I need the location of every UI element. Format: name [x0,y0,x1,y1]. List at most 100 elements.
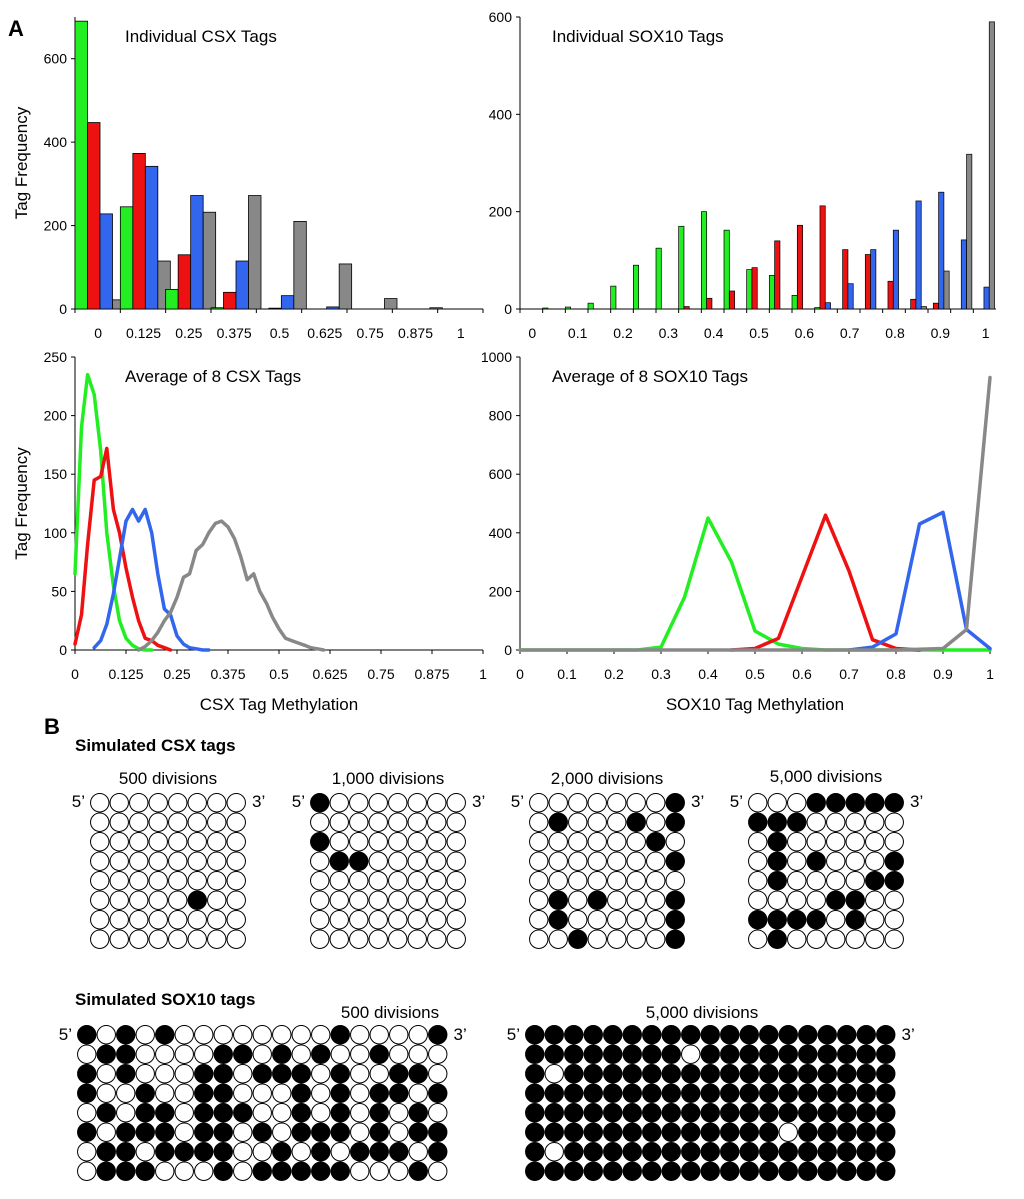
methylated-site [700,1064,720,1084]
unmethylated-site [148,890,168,910]
bar [864,254,871,310]
methylated-site [291,1161,311,1181]
methylated-site [116,1025,136,1045]
unmethylated-site [607,812,627,832]
methylated-site [622,1083,642,1103]
methylated-site [525,1103,545,1123]
unmethylated-site [646,910,666,930]
methylated-site [428,1122,448,1142]
series-line [518,375,992,652]
unmethylated-site [207,910,227,930]
five-prime-label: 5’ [292,792,305,811]
methylated-site [665,812,685,832]
unmethylated-site [787,793,807,813]
bar [144,165,159,310]
methylated-site [622,1044,642,1064]
unmethylated-site [168,793,188,813]
methylated-site [720,1025,740,1045]
unmethylated-site [529,910,549,930]
methylated-site [330,1161,350,1181]
unmethylated-site [252,1103,272,1123]
methylated-site [720,1122,740,1142]
unmethylated-site [748,890,768,910]
x-tick-label: 0.3 [651,666,671,682]
unmethylated-site [272,1083,292,1103]
unmethylated-site [90,910,110,930]
methylated-site [116,1142,136,1162]
unmethylated-site [135,1044,155,1064]
unmethylated-site [408,1142,428,1162]
unmethylated-site [96,1064,116,1084]
unmethylated-site [544,1142,564,1162]
y-tick-label: 600 [44,51,68,67]
x-tick-label: 0.25 [175,325,202,341]
unmethylated-site [96,1025,116,1045]
unmethylated-site [129,793,149,813]
unmethylated-site [787,929,807,949]
methylated-site [798,1083,818,1103]
methylated-site [826,890,846,910]
unmethylated-site [388,812,408,832]
methylated-site [330,1064,350,1084]
methylated-site [759,1142,779,1162]
unmethylated-site [607,871,627,891]
methylated-site [330,1083,350,1103]
unmethylated-site [109,793,129,813]
unmethylated-site [129,812,149,832]
methylated-site [213,1142,233,1162]
methylated-site [661,1142,681,1162]
unmethylated-site [865,910,885,930]
unmethylated-site [272,1025,292,1045]
methylated-site [96,1044,116,1064]
methylated-site [408,1161,428,1181]
x-tick-label: 0.5 [749,325,769,341]
methylated-site [837,1161,857,1181]
unmethylated-site [389,1025,409,1045]
bar [910,298,917,310]
methylated-site [778,1044,798,1064]
methylated-site [837,1044,857,1064]
x-tick-label: 0.5 [745,666,765,682]
methylated-site [739,1142,759,1162]
methylated-site [622,1122,642,1142]
unmethylated-site [168,871,188,891]
unmethylated-site [310,890,330,910]
unmethylated-site [884,832,904,852]
methylated-site [252,1122,272,1142]
methylated-site [583,1122,603,1142]
simulated-sox10-title: Simulated SOX10 tags [75,990,255,1009]
methylated-site [681,1064,701,1084]
methylated-site [330,1025,350,1045]
x-tick-label: 0.4 [704,325,724,341]
methylated-site [568,929,588,949]
methylated-site [798,1044,818,1064]
methylated-site [759,1161,779,1181]
x-tick-label: 0.875 [398,325,433,341]
methylated-site [525,1083,545,1103]
unmethylated-site [77,1044,97,1064]
unmethylated-site [568,890,588,910]
unmethylated-site [665,832,685,852]
methylated-site [837,1142,857,1162]
unmethylated-site [233,1161,253,1181]
unmethylated-site [787,871,807,891]
unmethylated-site [568,910,588,930]
unmethylated-site [187,812,207,832]
unmethylated-site [626,871,646,891]
methylated-site [739,1103,759,1123]
methylated-site [759,1083,779,1103]
unmethylated-site [148,871,168,891]
methylated-site [96,1161,116,1181]
unmethylated-site [446,793,466,813]
unmethylated-site [226,851,246,871]
methylated-site [778,1103,798,1123]
methylated-site [681,1142,701,1162]
methylated-site [787,910,807,930]
unmethylated-site [646,851,666,871]
three-prime-label: 3’ [472,792,485,811]
methylated-site [548,890,568,910]
unmethylated-site [587,793,607,813]
unmethylated-site [446,851,466,871]
methylated-site [622,1064,642,1084]
unmethylated-site [646,871,666,891]
